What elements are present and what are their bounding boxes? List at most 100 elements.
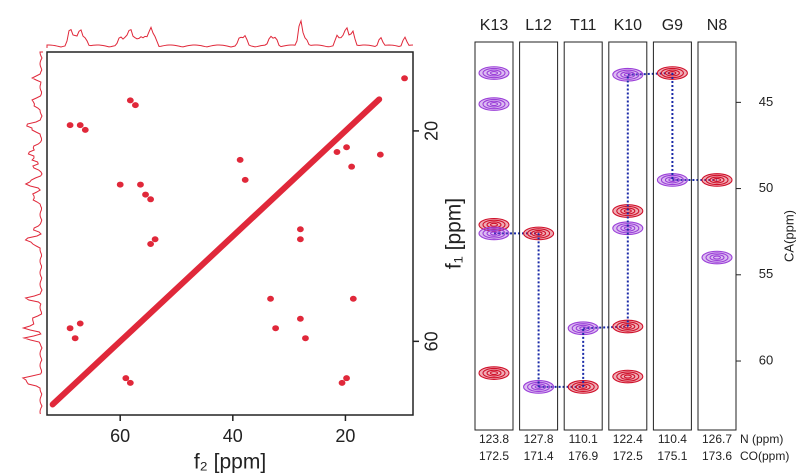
contour [531,229,547,237]
x-tick-label: 60 [110,426,130,446]
peak [612,204,644,218]
contour [482,367,506,379]
cross-peak [348,163,356,170]
y-axis-label: f₁ [ppm] [443,198,466,269]
contour [489,371,499,376]
contour [712,255,722,260]
cross-peak [81,126,89,133]
contour [620,373,636,381]
cross-peak [241,176,249,183]
contour [664,176,680,184]
cross-peak [343,375,350,382]
y-axis-label: CA(ppm) [781,210,796,262]
left-projection [21,51,43,415]
cross-peak [76,320,84,327]
co-value: 172.5 [613,449,643,463]
y-tick-label: 45 [759,94,773,109]
contour [482,228,506,239]
cross-peak [343,144,350,151]
contour [616,69,640,80]
y-tick-label: 50 [759,180,773,195]
peak [567,321,599,336]
n-value: 127.8 [524,432,554,446]
y-tick-label: 55 [759,266,773,281]
strip-frame [519,41,559,431]
n-value: 110.1 [569,432,598,446]
strip-frame [608,41,648,431]
contour [623,72,632,77]
strip-label: T11 [570,17,596,34]
strip-label: L12 [525,17,552,34]
contour [664,69,680,77]
contour [482,67,506,79]
cross-peak [236,156,244,163]
cross-peak [376,151,384,158]
peak [612,369,644,384]
peak [478,366,510,380]
peak [701,173,733,187]
cross-peak [296,315,304,322]
contour [531,383,547,391]
cross-peak [333,148,341,155]
contour [482,98,506,110]
contour [705,174,729,186]
cross-peak [71,335,79,342]
cross-peak [137,181,144,188]
contour [575,383,591,391]
top-projection [46,18,414,48]
contour [489,102,499,107]
peak [612,67,644,82]
strip-frame [652,41,692,431]
contour [575,324,591,332]
cross-peak [151,236,159,243]
strip-label: G9 [662,17,683,34]
co-label: CO(ppm) [740,449,789,463]
strip-frame [563,41,603,431]
cross-peak [296,226,304,233]
peak [656,173,688,187]
cross-peak [132,102,139,109]
peak [478,97,510,111]
strip-frame [697,41,737,431]
peak [478,66,510,80]
cross-peak [272,325,280,332]
co-value: 176.9 [568,449,598,463]
strip-label: K10 [614,17,643,34]
peak [478,226,510,241]
cross-peak [267,295,274,302]
plot-frame [46,51,414,416]
cross-peak [349,295,357,302]
contour [486,69,502,77]
n-value: 110.4 [658,432,687,446]
x-axis-label: f₂ [ppm] [194,451,266,474]
cross-peak [147,241,155,248]
contour [482,219,506,230]
co-value: 171.4 [524,449,554,463]
cross-peak [126,379,134,386]
contour [712,177,722,182]
cross-peak [66,122,74,129]
contour [709,254,725,262]
cross-peak [126,97,134,104]
cross-peak [122,375,130,382]
y-tick-label: 60 [759,352,773,367]
contour [660,174,684,186]
contour [486,369,502,377]
contour [571,323,595,334]
cross-peak [338,379,346,386]
contour [705,252,729,263]
strip-label: K13 [480,17,509,34]
contour [709,176,725,184]
contour [623,374,632,379]
x-tick-label: 20 [335,426,355,446]
contour [486,229,502,237]
n-value: 123.8 [479,432,509,446]
contour [620,323,636,331]
contour [486,100,502,108]
peak [701,250,733,265]
contour [489,71,499,76]
y-tick-label: 60 [422,331,442,351]
co-value: 175.1 [657,449,687,463]
contour [616,371,640,382]
